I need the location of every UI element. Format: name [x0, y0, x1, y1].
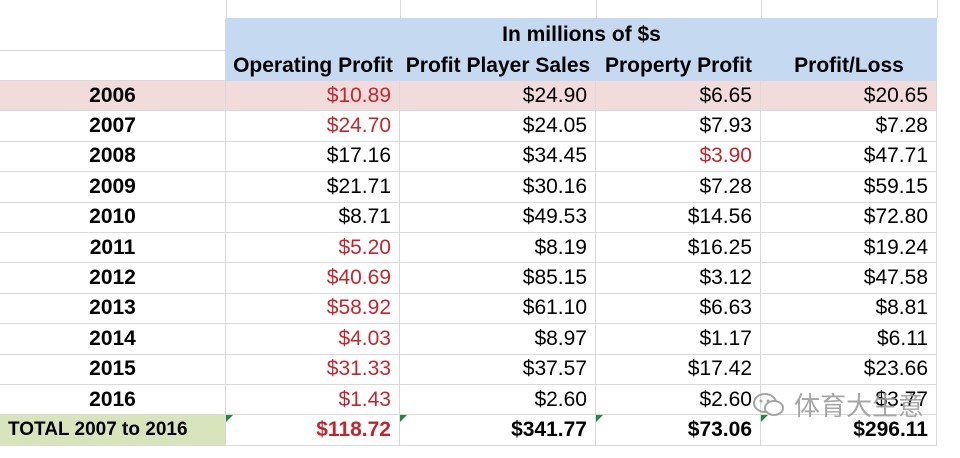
- operating-profit-cell[interactable]: $10.89: [226, 81, 400, 112]
- year-cell[interactable]: 2015: [0, 354, 226, 385]
- year-cell[interactable]: 2011: [0, 232, 226, 264]
- player-sales-cell[interactable]: $24.05: [400, 111, 596, 142]
- gridline: [226, 0, 227, 18]
- operating-profit-cell[interactable]: $40.69: [226, 263, 400, 294]
- gridline: [400, 0, 401, 18]
- year-cell[interactable]: 2012: [0, 263, 226, 294]
- player-sales-cell[interactable]: $24.90: [400, 81, 596, 112]
- property-profit-cell[interactable]: $6.63: [596, 293, 761, 325]
- player-sales-cell[interactable]: $2.60: [400, 384, 596, 416]
- year-cell[interactable]: 2008: [0, 141, 226, 173]
- group-header[interactable]: In millions of $s: [226, 18, 937, 51]
- property-profit-cell[interactable]: $2.60: [596, 384, 761, 416]
- player-sales-cell[interactable]: $8.97: [400, 324, 596, 355]
- column-header-operating-profit[interactable]: Operating Profit: [226, 51, 400, 81]
- total-player-sales-cell[interactable]: $341.77: [400, 415, 596, 446]
- profit-loss-cell[interactable]: $47.71: [761, 141, 937, 173]
- operating-profit-cell[interactable]: $31.33: [226, 354, 400, 385]
- year-cell[interactable]: 2009: [0, 172, 226, 203]
- profit-loss-cell[interactable]: $7.28: [761, 111, 937, 142]
- corner-cell[interactable]: [0, 51, 226, 81]
- financial-table: In millions of $s Operating Profit Profi…: [0, 18, 937, 446]
- player-sales-cell[interactable]: $30.16: [400, 172, 596, 203]
- property-profit-cell[interactable]: $7.93: [596, 111, 761, 142]
- operating-profit-cell[interactable]: $21.71: [226, 172, 400, 203]
- property-profit-cell[interactable]: $16.25: [596, 232, 761, 264]
- year-cell[interactable]: 2006: [0, 81, 226, 112]
- total-property-profit-cell[interactable]: $73.06: [596, 415, 761, 446]
- player-sales-cell[interactable]: $8.19: [400, 232, 596, 264]
- property-profit-cell[interactable]: $3.90: [596, 141, 761, 173]
- property-profit-cell[interactable]: $14.56: [596, 202, 761, 233]
- operating-profit-cell[interactable]: $24.70: [226, 111, 400, 142]
- gridline: [937, 0, 938, 18]
- total-label-cell[interactable]: TOTAL 2007 to 2016: [0, 415, 226, 446]
- player-sales-cell[interactable]: $85.15: [400, 263, 596, 294]
- total-operating-profit-cell[interactable]: $118.72: [226, 415, 400, 446]
- property-profit-cell[interactable]: $1.17: [596, 324, 761, 355]
- player-sales-cell[interactable]: $49.53: [400, 202, 596, 233]
- property-profit-cell[interactable]: $3.12: [596, 263, 761, 294]
- corner-cell[interactable]: [0, 18, 226, 51]
- gridline: [761, 0, 762, 18]
- year-cell[interactable]: 2016: [0, 384, 226, 416]
- profit-loss-cell[interactable]: $59.15: [761, 172, 937, 203]
- column-header-profit-loss[interactable]: Profit/Loss: [761, 51, 937, 81]
- player-sales-cell[interactable]: $37.57: [400, 354, 596, 385]
- year-cell[interactable]: 2014: [0, 324, 226, 355]
- operating-profit-cell[interactable]: $17.16: [226, 141, 400, 173]
- profit-loss-cell[interactable]: $3.77: [761, 384, 937, 416]
- profit-loss-cell[interactable]: $8.81: [761, 293, 937, 325]
- year-cell[interactable]: 2013: [0, 293, 226, 325]
- top-gridline: [0, 0, 937, 19]
- operating-profit-cell[interactable]: $1.43: [226, 384, 400, 416]
- operating-profit-cell[interactable]: $4.03: [226, 324, 400, 355]
- gridline: [596, 0, 597, 18]
- profit-loss-cell[interactable]: $20.65: [761, 81, 937, 112]
- profit-loss-cell[interactable]: $47.58: [761, 263, 937, 294]
- operating-profit-cell[interactable]: $58.92: [226, 293, 400, 325]
- operating-profit-cell[interactable]: $5.20: [226, 232, 400, 264]
- year-cell[interactable]: 2007: [0, 111, 226, 142]
- column-header-profit-player-sales[interactable]: Profit Player Sales: [400, 51, 596, 81]
- total-profit-loss-cell[interactable]: $296.11: [761, 415, 937, 446]
- player-sales-cell[interactable]: $61.10: [400, 293, 596, 325]
- property-profit-cell[interactable]: $6.65: [596, 81, 761, 112]
- property-profit-cell[interactable]: $17.42: [596, 354, 761, 385]
- column-header-property-profit[interactable]: Property Profit: [596, 51, 761, 81]
- year-cell[interactable]: 2010: [0, 202, 226, 233]
- profit-loss-cell[interactable]: $72.80: [761, 202, 937, 233]
- profit-loss-cell[interactable]: $19.24: [761, 232, 937, 264]
- operating-profit-cell[interactable]: $8.71: [226, 202, 400, 233]
- player-sales-cell[interactable]: $34.45: [400, 141, 596, 173]
- property-profit-cell[interactable]: $7.28: [596, 172, 761, 203]
- profit-loss-cell[interactable]: $6.11: [761, 324, 937, 355]
- profit-loss-cell[interactable]: $23.66: [761, 354, 937, 385]
